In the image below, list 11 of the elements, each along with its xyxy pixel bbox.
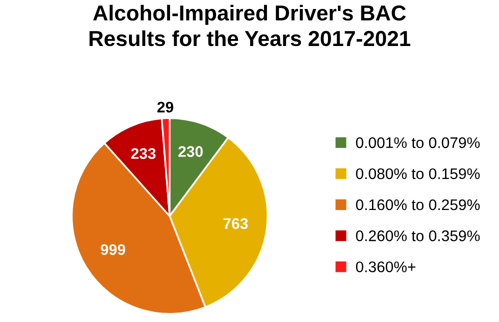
- legend-label: 0.360%+: [356, 261, 416, 272]
- legend-label: 0.080% to 0.159%: [356, 168, 480, 180]
- data-label: 763: [224, 218, 248, 230]
- legend-label: 0.160% to 0.259%: [356, 199, 480, 210]
- data-label: 233: [131, 148, 156, 159]
- chart-title: Alcohol-Impaired Driver's BAC Results for the Years 2017-2021: [90, 4, 410, 46]
- data-label: 230: [178, 146, 203, 157]
- data-label: 29: [157, 102, 174, 113]
- data-label: 999: [100, 244, 126, 256]
- legend-label: 0.260% to 0.359%: [356, 230, 480, 242]
- legend-label: 0.001% to 0.079%: [356, 137, 480, 148]
